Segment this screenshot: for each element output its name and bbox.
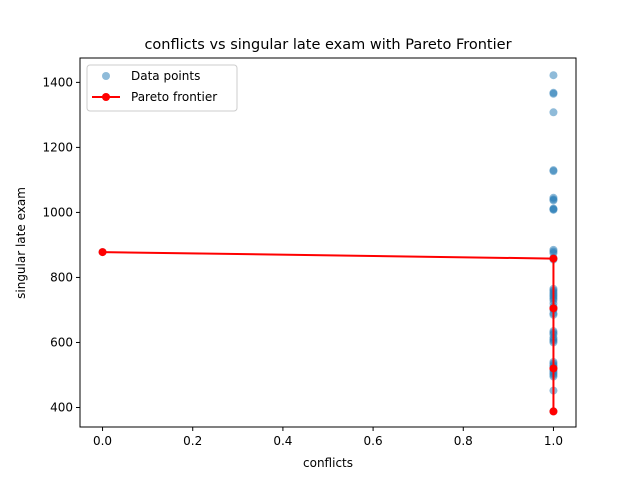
data-point [549, 89, 558, 98]
x-tick-label: 0.8 [454, 434, 473, 448]
y-tick-label: 1400 [42, 75, 73, 89]
pareto-point [98, 248, 107, 257]
data-point [549, 196, 558, 205]
legend-label-data-points: Data points [131, 69, 200, 83]
data-point [549, 167, 558, 176]
legend-marker-data-points [102, 72, 110, 80]
x-tick-label: 1.0 [544, 434, 563, 448]
x-tick-label: 0.0 [93, 434, 112, 448]
legend-box [86, 64, 238, 112]
y-tick-label: 1000 [42, 205, 73, 219]
axes-frame [79, 57, 577, 428]
x-tick-label: 0.6 [364, 434, 383, 448]
x-axis-label: conflicts [303, 456, 353, 470]
y-tick-label: 1200 [42, 140, 73, 154]
pareto-point [549, 407, 558, 416]
pareto-point [549, 304, 558, 313]
y-tick-label: 600 [50, 335, 73, 349]
legend: Data points Pareto frontier [86, 64, 238, 112]
x-tick-label: 0.2 [183, 434, 202, 448]
plot-area: 0.0 0.2 0.4 0.6 0.8 1.0 400 600 800 1000 1200 1400 [42, 57, 577, 448]
y-tick-label: 400 [50, 400, 73, 414]
legend-marker-pareto [102, 93, 110, 101]
data-point [549, 205, 558, 214]
data-point [549, 108, 558, 117]
pareto-point [549, 254, 558, 263]
pareto-point [549, 364, 558, 373]
y-tick-label: 800 [50, 270, 73, 284]
legend-label-pareto: Pareto frontier [131, 90, 217, 104]
y-axis-label: singular late exam [14, 187, 28, 299]
chart-title: conflicts vs singular late exam with Par… [144, 37, 511, 53]
x-tick-label: 0.4 [273, 434, 292, 448]
data-point [549, 71, 558, 80]
